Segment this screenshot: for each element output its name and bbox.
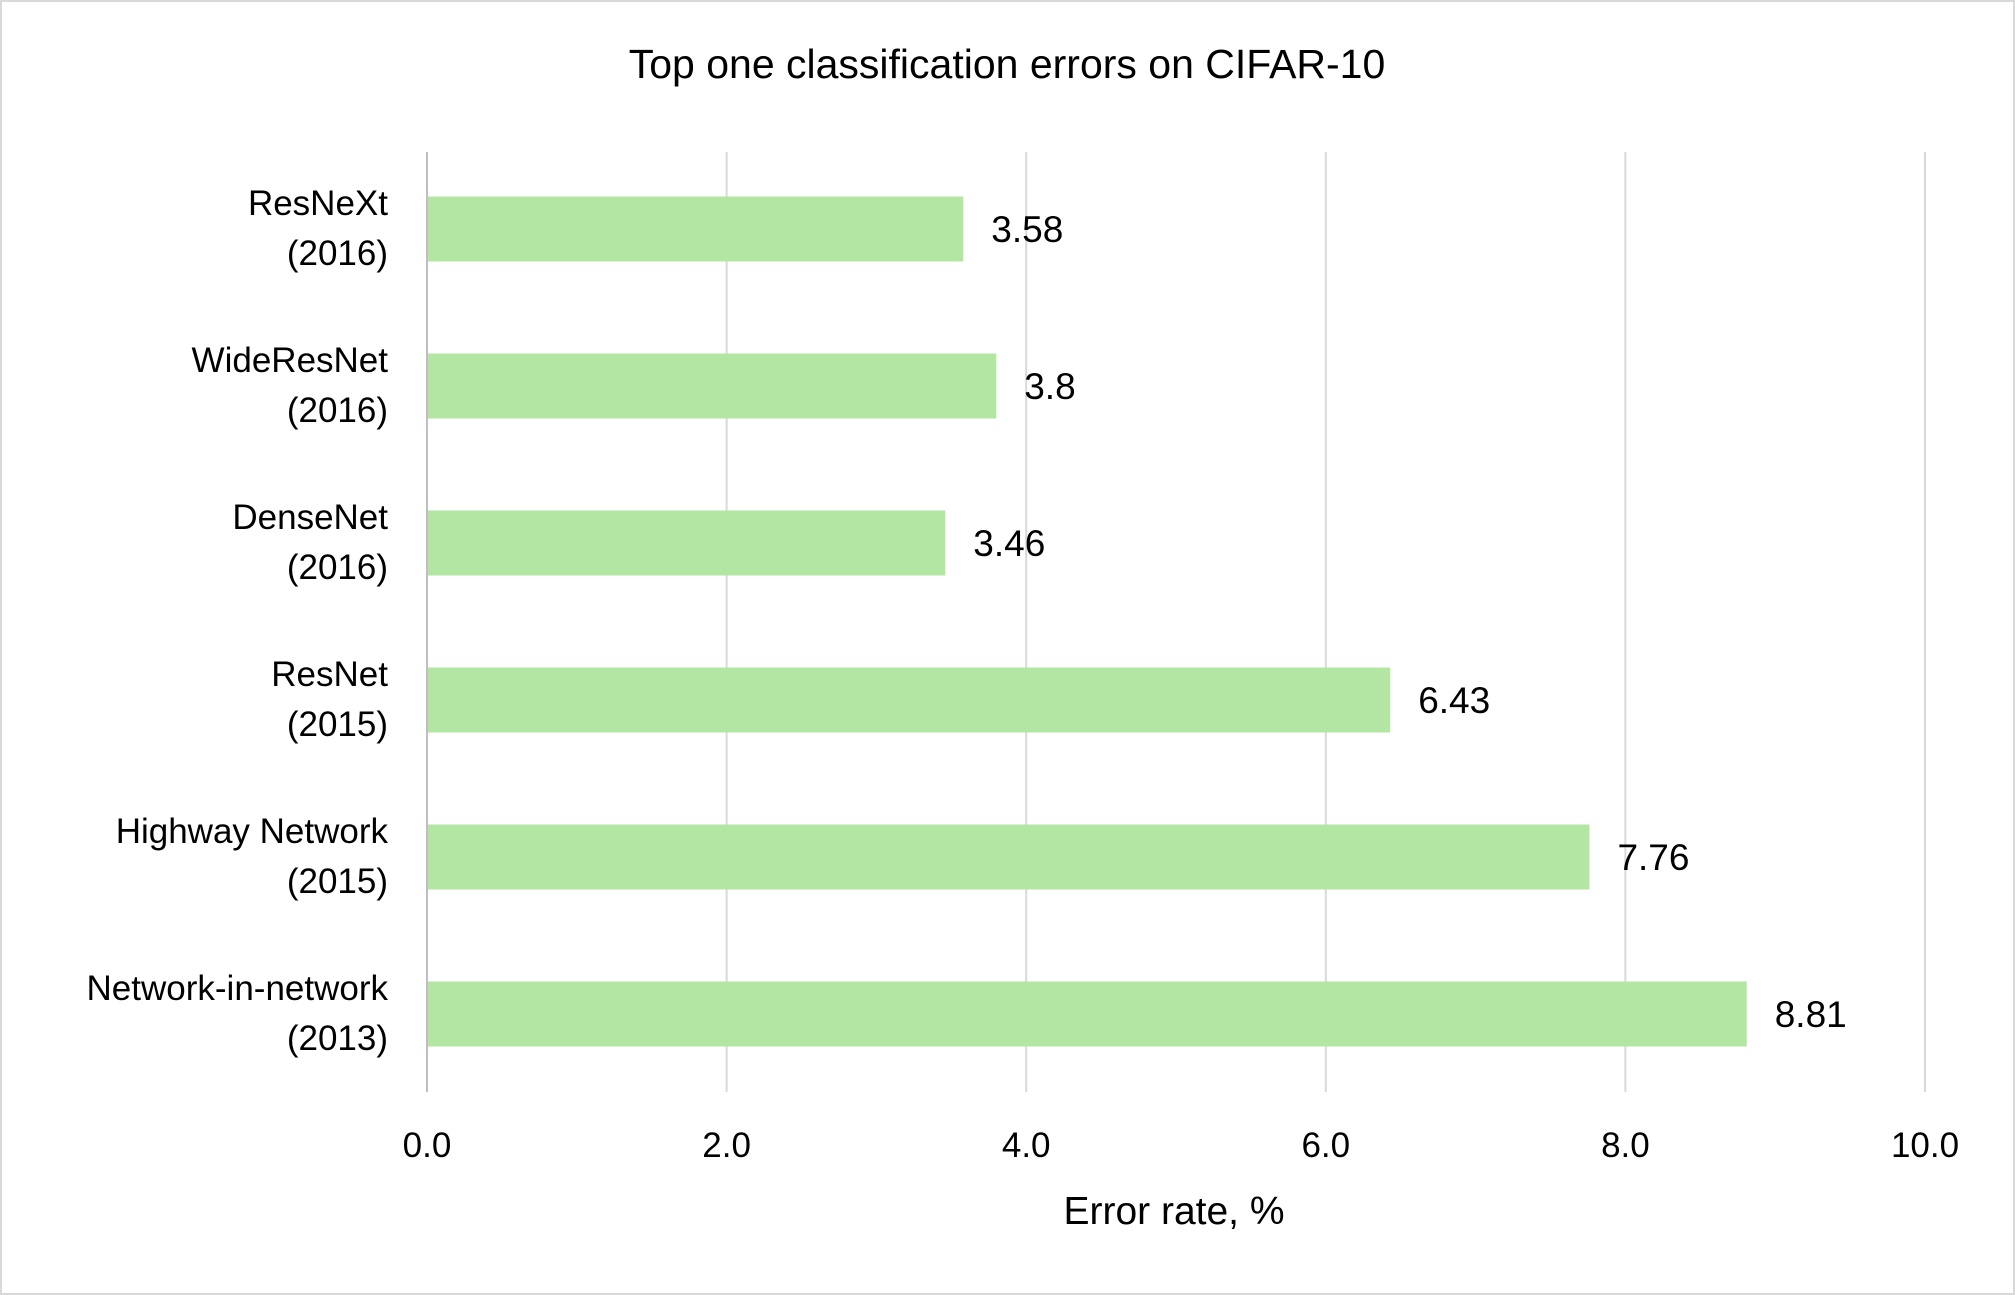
category-label-line: (2016) xyxy=(287,234,388,273)
x-tick-label: 0.0 xyxy=(403,1126,452,1165)
bar xyxy=(428,824,1590,890)
bars xyxy=(428,196,1747,1047)
bar xyxy=(428,667,1391,733)
category-label-line: (2015) xyxy=(287,705,388,744)
gridlines xyxy=(725,152,1926,1092)
category-label-line: Network-in-network xyxy=(87,969,389,1008)
data-label: 7.76 xyxy=(1617,837,1689,878)
category-label-line: WideResNet xyxy=(192,341,389,380)
category-label-line: ResNet xyxy=(271,655,388,694)
data-label: 3.8 xyxy=(1024,366,1075,407)
bar xyxy=(428,196,964,262)
chart-title: Top one classification errors on CIFAR-1… xyxy=(629,41,1386,87)
category-label-line: (2016) xyxy=(287,391,388,430)
bar xyxy=(428,981,1747,1047)
bar xyxy=(428,510,946,576)
category-label-line: (2016) xyxy=(287,548,388,587)
category-label: Network-in-network (2013) xyxy=(87,969,389,1058)
data-label: 6.43 xyxy=(1418,680,1490,721)
category-label-line: Highway Network xyxy=(116,812,389,851)
labels: 0.0 2.0 4.0 6.0 8.0 10.0 3.58 ResNeXt (2016) 3.8 W… xyxy=(87,184,1960,1165)
category-label: Highway Network (2015) xyxy=(116,812,389,901)
category-label-line: (2013) xyxy=(287,1019,388,1058)
category-label-line: DenseNet xyxy=(232,498,388,537)
category-label: ResNeXt (2016) xyxy=(248,184,388,273)
x-tick-label: 6.0 xyxy=(1301,1126,1350,1165)
category-label-line: ResNeXt xyxy=(248,184,388,223)
x-tick-label: 10.0 xyxy=(1891,1126,1959,1165)
category-label: DenseNet (2016) xyxy=(232,498,388,587)
data-label: 3.58 xyxy=(991,209,1063,250)
x-tick-label: 2.0 xyxy=(702,1126,751,1165)
x-axis-title: Error rate, % xyxy=(1063,1190,1284,1233)
bar xyxy=(428,353,997,419)
category-label: ResNet (2015) xyxy=(271,655,388,744)
category-label-line: (2015) xyxy=(287,862,388,901)
x-tick-label: 8.0 xyxy=(1601,1126,1650,1165)
category-label: WideResNet (2016) xyxy=(192,341,389,430)
data-label: 3.46 xyxy=(973,523,1045,564)
data-label: 8.81 xyxy=(1775,994,1847,1035)
x-tick-label: 4.0 xyxy=(1002,1126,1051,1165)
